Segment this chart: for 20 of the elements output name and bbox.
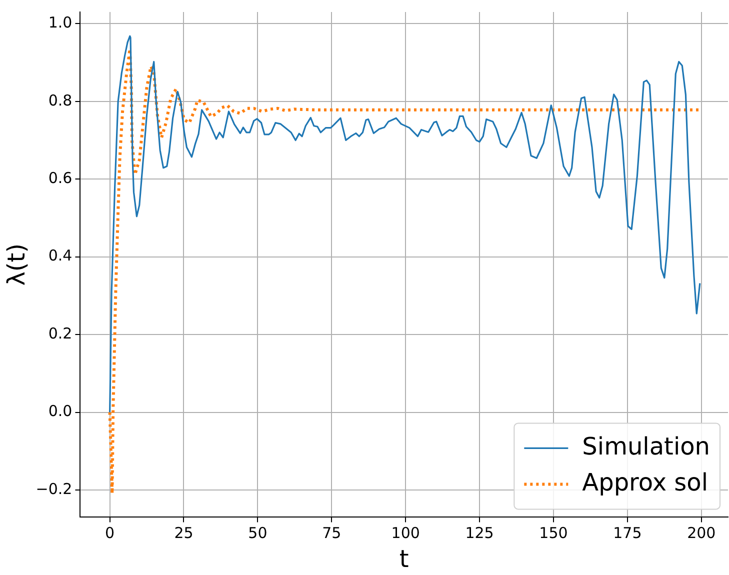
y-axis-title: λ(t): [2, 243, 31, 286]
legend-label: Simulation: [582, 432, 710, 460]
x-tick-label: 100: [391, 524, 420, 542]
y-tick-label: −0.2: [36, 480, 72, 498]
y-tick-label: 1.0: [48, 14, 72, 32]
y-tick-label: 0.2: [48, 324, 72, 342]
y-tick-label: 0.6: [48, 168, 72, 187]
y-tick-label: 0.4: [48, 246, 72, 265]
x-tick-label: 75: [322, 524, 342, 542]
x-tick-label: 125: [465, 524, 494, 542]
legend-label: Approx sol: [582, 468, 708, 496]
x-tick-label: 0: [105, 524, 115, 542]
x-tick-label: 50: [248, 524, 268, 542]
x-tick-label: 200: [687, 524, 716, 542]
y-tick-label: 0.0: [48, 402, 72, 420]
x-tick-label: 25: [174, 524, 194, 542]
x-tick-label: 175: [613, 524, 642, 542]
x-axis-title: t: [399, 544, 409, 573]
y-tick-label: 0.8: [48, 91, 72, 110]
x-tick-label: 150: [539, 524, 568, 542]
